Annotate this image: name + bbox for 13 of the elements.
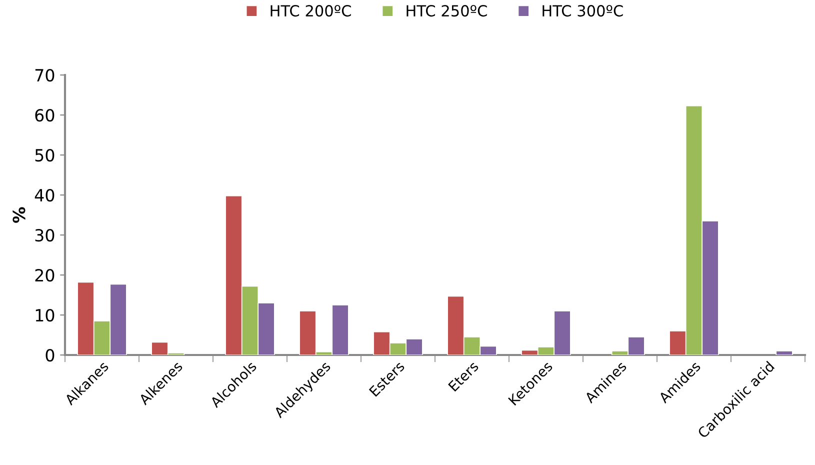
- y-tick-label: 10: [36, 308, 54, 322]
- y-tick-label: 0: [46, 348, 54, 362]
- y-tick-label: 70: [35, 68, 54, 82]
- y-tick-label: 60: [35, 108, 54, 122]
- y-tick-label: 50: [35, 148, 54, 162]
- legend-label: HTC 200ºC: [270, 5, 351, 17]
- y-axis-title: %: [12, 207, 26, 223]
- legend-label: HTC 250ºC: [406, 5, 487, 17]
- legend-label: HTC 300ºC: [542, 5, 623, 17]
- y-tick-label: 30: [35, 228, 54, 242]
- y-tick-label: 20: [35, 268, 54, 282]
- bar: [776, 350, 793, 355]
- y-tick-label: 40: [34, 188, 54, 202]
